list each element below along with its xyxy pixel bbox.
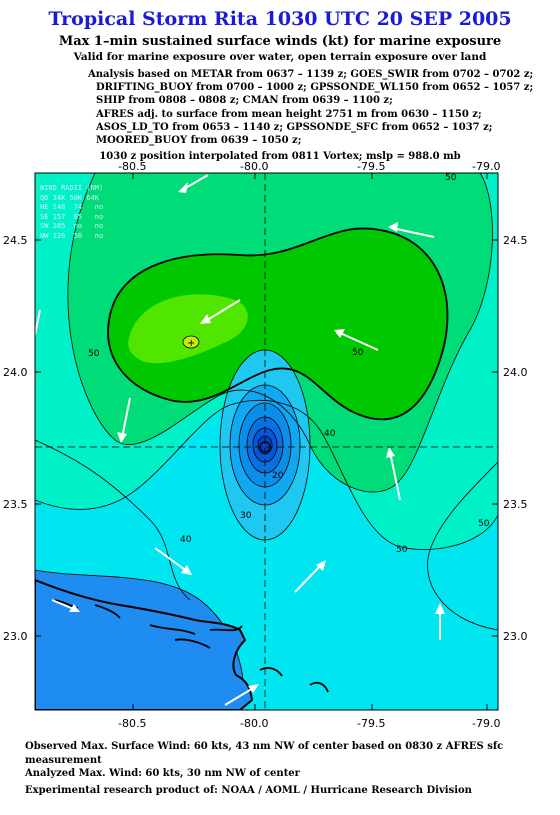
lat-tick-label-right: 24.5: [503, 234, 528, 247]
analyzed-max-wind: Analyzed Max. Wind: 60 kts, 30 nm NW of …: [25, 768, 300, 779]
land-coastline: [309, 681, 329, 693]
wind-radii-row: SE 157 65 no: [40, 212, 104, 221]
lon-tick-label-top: -80.0: [240, 160, 268, 173]
analysis-line: ASOS_LD_TO from 0653 – 1140 z; GPSSONDE_…: [96, 121, 493, 133]
wind-ring: [258, 436, 272, 454]
analysis-sources: Analysis based on METAR from 0637 – 1139…: [88, 68, 533, 147]
wind-arrowhead: [386, 447, 395, 458]
analysis-line: MOORED_BUOY from 0639 – 1050 z;: [96, 135, 302, 147]
map-subtitle: Max 1–min sustained surface winds (kt) f…: [58, 34, 502, 49]
contour-label: 40: [180, 535, 192, 545]
analysis-line: DRIFTING_BUOY from 0700 – 1000 z; GPSSON…: [96, 82, 534, 94]
wind-arrow: [294, 563, 323, 593]
land-coastline: [94, 604, 121, 619]
wind-radii-row: NE 148 74 no: [40, 203, 104, 211]
wind-arrow: [121, 397, 131, 439]
wind-arrowhead: [181, 565, 192, 575]
wind-arrowhead: [248, 684, 259, 693]
wind-radii-row: NW 126 56 no: [40, 231, 104, 240]
lon-tick-label-bottom: -79.5: [357, 717, 385, 730]
lat-tick-label-left: 24.5: [3, 234, 28, 247]
lat-tick-label-left: 23.5: [3, 498, 28, 511]
wind-arrow: [203, 299, 241, 323]
lon-tick-label-top: -79.5: [357, 160, 385, 173]
wind-arrowhead: [69, 604, 80, 612]
lat-tick-label-right: 23.5: [503, 498, 528, 511]
wind-arrowhead: [334, 329, 345, 338]
wind-region-green: [108, 228, 448, 420]
contour-line: [427, 461, 498, 631]
lon-tick-label-bottom: -80.0: [240, 717, 268, 730]
contour-label: 50: [445, 173, 457, 183]
contour-label: 50: [396, 545, 408, 555]
wind-arrow: [391, 227, 435, 238]
analysis-line: AFRES adj. to surface from mean height 2…: [96, 108, 482, 120]
wind-arrow: [224, 686, 256, 706]
wind-radii-row: SW 105 no no: [40, 222, 104, 230]
wind-map: +: [0, 160, 560, 735]
contour-line-bold: [107, 227, 449, 421]
land-coastline: [259, 667, 283, 677]
contour-label: 40: [324, 429, 336, 439]
contour-label: 50: [352, 348, 364, 358]
land-coastline: [35, 578, 254, 710]
position-note: 1030 z position interpolated from 0811 V…: [99, 151, 461, 162]
contour-label: 30: [240, 511, 252, 521]
lat-tick-label-left: 23.0: [3, 630, 28, 643]
lat-tick-label-left: 24.0: [3, 366, 28, 379]
land-coastline: [209, 625, 243, 632]
lat-tick-label-right: 23.0: [503, 630, 528, 643]
lon-tick-label-top: -79.0: [472, 160, 500, 173]
wind-radii-columns: QD 34K 50K 64K: [40, 193, 100, 202]
footer: Observed Max. Surface Wind: 60 kts, 43 n…: [25, 740, 560, 797]
page-title: Tropical Storm Rita 1030 UTC 20 SEP 2005: [48, 8, 512, 30]
contour-line: [35, 399, 498, 550]
lat-tick-label-right: 24.0: [503, 366, 528, 379]
wind-map-svg: +: [3, 160, 528, 730]
wind-arrow: [154, 547, 189, 573]
wind-radii-header: WIND RADII (NM): [40, 184, 104, 192]
land-coastline: [149, 624, 196, 635]
contour-label: 50: [88, 349, 100, 359]
observed-max-wind: Observed Max. Surface Wind: 60 kts, 43 n…: [25, 741, 504, 766]
lon-tick-label-top: -80.5: [118, 160, 146, 173]
wind-arrow: [389, 451, 401, 501]
wind-arrowhead: [200, 314, 211, 324]
wind-arrowhead: [435, 603, 445, 614]
max-wind-marker: [182, 335, 200, 349]
map-frame: [34, 172, 499, 711]
contour-label: 50: [478, 519, 490, 529]
lon-tick-label-bottom: -79.0: [472, 717, 500, 730]
wind-radii-table: WIND RADII (NM) QD 34K 50K 64K NE 148 74 n…: [40, 184, 103, 241]
lon-tick-label-bottom: -80.5: [118, 717, 146, 730]
map-validity-note: Valid for marine exposure over water, op…: [73, 51, 487, 63]
wind-arrowhead: [316, 560, 326, 571]
analysis-line: SHIP from 0808 – 0808 z; CMAN from 0639 …: [96, 95, 393, 107]
land-coastline: [174, 638, 211, 649]
wind-arrowhead: [117, 432, 127, 443]
wind-arrowhead: [388, 222, 398, 232]
contour-line: [35, 439, 191, 601]
credit-line: Experimental research product of: NOAA /…: [25, 784, 472, 796]
contour-label: 20: [272, 471, 284, 481]
max-wind-plus: +: [187, 338, 195, 349]
wind-arrowhead: [178, 182, 188, 193]
wind-arrow: [35, 309, 41, 336]
wind-region-green-max: [128, 294, 248, 364]
wind-arrow: [337, 331, 379, 351]
analysis-line: Analysis based on METAR from 0637 – 1139…: [88, 69, 534, 80]
